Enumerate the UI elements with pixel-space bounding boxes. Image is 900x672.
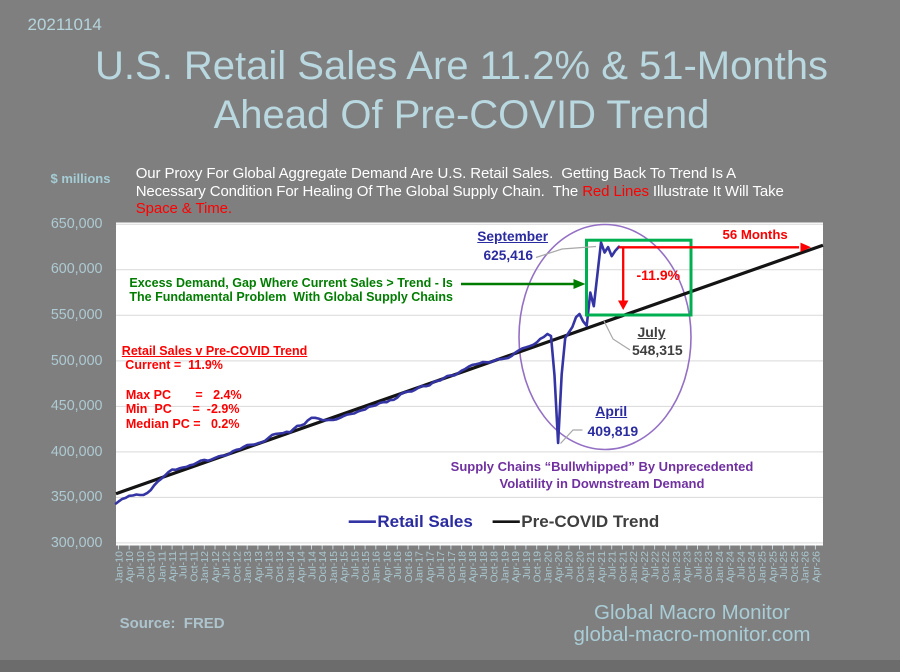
svg-text:Oct-10: Oct-10 bbox=[146, 551, 158, 583]
svg-text:Apr-17: Apr-17 bbox=[424, 551, 436, 583]
svg-text:Oct-24: Oct-24 bbox=[746, 551, 758, 583]
svg-text:Apr-22: Apr-22 bbox=[639, 551, 651, 583]
svg-text:Jan-15: Jan-15 bbox=[328, 551, 340, 583]
svg-text:Apr-16: Apr-16 bbox=[381, 551, 393, 583]
svg-text:Jul-21: Jul-21 bbox=[607, 551, 619, 580]
svg-text:Jul-19: Jul-19 bbox=[521, 551, 533, 580]
svg-text:Oct-20: Oct-20 bbox=[574, 551, 586, 583]
svg-text:Jan-16: Jan-16 bbox=[371, 551, 383, 583]
svg-text:Oct-25: Oct-25 bbox=[789, 551, 801, 583]
svg-text:Jul-12: Jul-12 bbox=[221, 551, 233, 580]
svg-text:Jan-13: Jan-13 bbox=[242, 551, 254, 583]
svg-text:Jul-23: Jul-23 bbox=[692, 551, 704, 580]
svg-text:Jan-22: Jan-22 bbox=[628, 551, 640, 583]
svg-text:Oct-16: Oct-16 bbox=[403, 551, 415, 583]
svg-text:Jan-24: Jan-24 bbox=[714, 551, 726, 583]
svg-text:Oct-11: Oct-11 bbox=[189, 551, 201, 582]
svg-text:Apr-15: Apr-15 bbox=[339, 551, 351, 583]
svg-text:Apr-18: Apr-18 bbox=[467, 551, 479, 583]
svg-text:Jul-16: Jul-16 bbox=[392, 551, 404, 580]
svg-text:Oct-21: Oct-21 bbox=[617, 551, 629, 583]
svg-text:Jul-25: Jul-25 bbox=[778, 551, 790, 580]
svg-text:Apr-23: Apr-23 bbox=[682, 551, 694, 583]
svg-text:Apr-11: Apr-11 bbox=[167, 551, 179, 582]
svg-text:Apr-13: Apr-13 bbox=[253, 551, 265, 583]
svg-text:Apr-24: Apr-24 bbox=[725, 551, 737, 583]
svg-text:Jul-20: Jul-20 bbox=[564, 551, 576, 580]
svg-text:Jan-26: Jan-26 bbox=[800, 551, 812, 583]
svg-text:Apr-21: Apr-21 bbox=[596, 551, 608, 583]
svg-text:Jan-18: Jan-18 bbox=[457, 551, 469, 583]
svg-text:Jan-12: Jan-12 bbox=[199, 551, 211, 583]
svg-text:Jul-14: Jul-14 bbox=[306, 551, 318, 580]
svg-text:Oct-18: Oct-18 bbox=[489, 551, 501, 583]
svg-text:Jul-13: Jul-13 bbox=[264, 551, 276, 580]
svg-text:Jul-22: Jul-22 bbox=[650, 551, 662, 580]
svg-text:Oct-15: Oct-15 bbox=[360, 551, 372, 583]
svg-text:Oct-14: Oct-14 bbox=[317, 551, 329, 583]
svg-text:Apr-12: Apr-12 bbox=[210, 551, 222, 583]
svg-text:Jan-11: Jan-11 bbox=[156, 551, 168, 582]
svg-text:Oct-12: Oct-12 bbox=[231, 551, 243, 583]
svg-text:Apr-25: Apr-25 bbox=[767, 551, 779, 583]
svg-text:Jan-14: Jan-14 bbox=[285, 551, 297, 583]
svg-text:Jul-15: Jul-15 bbox=[349, 551, 361, 580]
svg-text:Apr-14: Apr-14 bbox=[296, 551, 308, 583]
svg-text:Jul-10: Jul-10 bbox=[135, 551, 147, 580]
svg-text:Jan-20: Jan-20 bbox=[542, 551, 554, 583]
svg-text:Oct-22: Oct-22 bbox=[660, 551, 672, 583]
svg-text:Jul-24: Jul-24 bbox=[735, 551, 747, 580]
svg-text:Apr-26: Apr-26 bbox=[810, 551, 822, 583]
svg-text:Jan-23: Jan-23 bbox=[671, 551, 683, 583]
svg-text:Oct-17: Oct-17 bbox=[446, 551, 458, 583]
svg-text:Apr-19: Apr-19 bbox=[510, 551, 522, 583]
svg-text:Apr-20: Apr-20 bbox=[553, 551, 565, 583]
svg-text:Jul-11: Jul-11 bbox=[178, 551, 190, 579]
svg-text:Apr-10: Apr-10 bbox=[124, 551, 136, 583]
svg-text:Jul-17: Jul-17 bbox=[435, 551, 447, 580]
svg-text:Jan-17: Jan-17 bbox=[414, 551, 426, 583]
svg-text:Jan-21: Jan-21 bbox=[585, 551, 597, 583]
svg-text:Jan-19: Jan-19 bbox=[499, 551, 511, 583]
svg-text:Jan-25: Jan-25 bbox=[757, 551, 769, 583]
svg-text:Oct-13: Oct-13 bbox=[274, 551, 286, 583]
svg-text:Jul-18: Jul-18 bbox=[478, 551, 490, 580]
svg-text:Oct-19: Oct-19 bbox=[532, 551, 544, 583]
svg-text:Oct-23: Oct-23 bbox=[703, 551, 715, 583]
svg-text:Jan-10: Jan-10 bbox=[113, 551, 125, 583]
